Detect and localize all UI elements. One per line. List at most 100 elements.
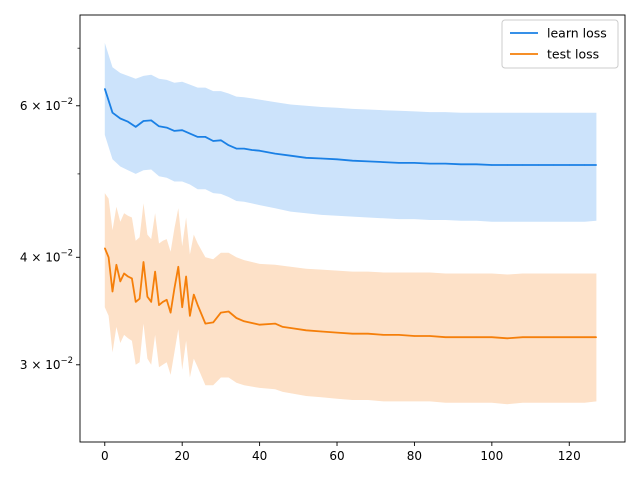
y-tick-label: 4 × 10−2 — [20, 248, 73, 264]
point-test-loss — [189, 315, 191, 317]
point-learn-loss — [413, 162, 415, 164]
point-test-loss — [444, 336, 446, 338]
point-test-loss — [166, 299, 168, 301]
point-learn-loss — [181, 129, 183, 131]
point-learn-loss — [135, 126, 137, 128]
x-tick-label: 100 — [480, 449, 503, 463]
point-learn-loss — [351, 160, 354, 162]
legend: learn loss test loss — [501, 19, 619, 69]
point-test-loss — [491, 336, 493, 338]
point-test-loss — [259, 324, 261, 326]
point-learn-loss — [104, 88, 106, 90]
point-test-loss — [460, 336, 462, 338]
point-learn-loss — [111, 112, 114, 114]
point-learn-loss — [235, 148, 237, 150]
point-test-loss — [595, 336, 598, 338]
point-learn-loss — [382, 161, 385, 163]
x-tick-label: 20 — [175, 449, 190, 463]
point-test-loss — [475, 336, 477, 338]
point-learn-loss — [367, 160, 369, 162]
point-test-loss — [119, 280, 121, 282]
point-test-loss — [115, 264, 117, 266]
point-learn-loss — [522, 164, 524, 166]
point-learn-loss — [197, 136, 199, 138]
point-test-loss — [204, 323, 206, 325]
point-learn-loss — [444, 163, 446, 165]
point-learn-loss — [491, 164, 493, 166]
point-learn-loss — [212, 140, 214, 142]
point-learn-loss — [189, 133, 191, 135]
point-test-loss — [127, 275, 129, 278]
point-learn-loss — [274, 153, 276, 155]
point-test-loss — [336, 332, 338, 334]
point-learn-loss — [595, 164, 598, 166]
point-learn-loss — [398, 162, 400, 164]
point-learn-loss — [243, 148, 245, 150]
point-test-loss — [177, 266, 179, 268]
point-test-loss — [162, 301, 164, 303]
point-learn-loss — [305, 157, 307, 159]
point-test-loss — [197, 304, 199, 306]
point-learn-loss — [460, 163, 462, 165]
point-test-loss — [290, 327, 292, 329]
point-test-loss — [282, 326, 284, 328]
x-tick-label: 60 — [329, 449, 344, 463]
point-learn-loss — [166, 127, 168, 129]
point-test-loss — [382, 334, 385, 336]
x-tick-label: 40 — [252, 449, 267, 463]
legend-label-test-loss: test loss — [547, 47, 599, 62]
point-test-loss — [584, 336, 586, 338]
point-test-loss — [158, 304, 160, 306]
point-test-loss — [537, 336, 539, 338]
point-test-loss — [154, 271, 156, 273]
band-test-loss — [104, 193, 597, 405]
point-learn-loss — [336, 158, 338, 160]
point-test-loss — [553, 336, 555, 338]
point-test-loss — [181, 306, 183, 308]
point-learn-loss — [290, 155, 292, 157]
band-learn-loss — [104, 42, 597, 222]
point-test-loss — [170, 312, 172, 314]
point-learn-loss — [475, 163, 477, 165]
point-learn-loss — [150, 119, 152, 121]
point-test-loss — [135, 301, 137, 303]
point-learn-loss — [553, 164, 555, 166]
point-test-loss — [185, 275, 187, 278]
x-tick-label: 0 — [101, 449, 109, 463]
point-learn-loss — [158, 125, 160, 127]
point-test-loss — [413, 335, 415, 337]
point-test-loss — [506, 337, 508, 339]
point-test-loss — [243, 320, 245, 322]
point-learn-loss — [568, 164, 570, 166]
point-test-loss — [146, 296, 148, 298]
legend-box — [501, 19, 619, 69]
y-tick-label: 6 × 10−2 — [20, 97, 73, 113]
point-learn-loss — [119, 117, 121, 120]
y-axis: 3 × 10−2 4 × 10−2 6 × 10−2 — [20, 47, 80, 372]
point-test-loss — [131, 277, 133, 279]
point-test-loss — [235, 317, 237, 319]
x-axis: 0 20 40 60 80 100 120 — [101, 442, 581, 463]
point-test-loss — [568, 336, 570, 338]
point-learn-loss — [173, 130, 175, 132]
point-test-loss — [274, 323, 276, 325]
x-tick-label: 80 — [407, 449, 422, 463]
point-test-loss — [429, 335, 431, 337]
point-test-loss — [212, 321, 214, 323]
point-test-loss — [139, 298, 141, 300]
point-test-loss — [193, 294, 195, 296]
plot-frame — [79, 14, 626, 443]
point-test-loss — [123, 272, 125, 275]
point-test-loss — [220, 312, 222, 314]
point-learn-loss — [228, 144, 230, 146]
point-learn-loss — [220, 139, 222, 141]
point-learn-loss — [127, 121, 129, 123]
series-lines — [103, 88, 598, 340]
point-test-loss — [104, 247, 106, 249]
point-test-loss — [351, 333, 354, 335]
legend-label-learn-loss: learn loss — [547, 26, 607, 41]
confidence-bands — [104, 42, 597, 405]
point-learn-loss — [204, 136, 206, 138]
point-learn-loss — [142, 120, 145, 122]
